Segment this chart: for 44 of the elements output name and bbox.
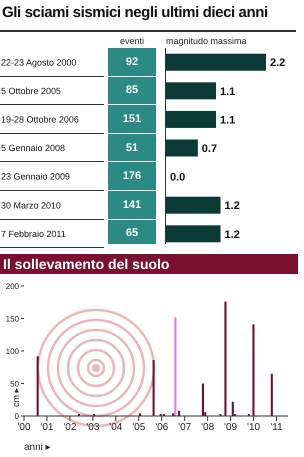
data-label: 176 bbox=[108, 162, 156, 191]
y-tick-label: 22-23 Agosto 2000 bbox=[1, 57, 76, 68]
series-label: magnitudo massima bbox=[166, 36, 247, 46]
x-tick-label: '08 bbox=[201, 422, 215, 434]
x-tick-label: '09 bbox=[224, 422, 238, 434]
x-tick-label: '00 bbox=[17, 422, 31, 434]
y-tick-label: 0 bbox=[14, 412, 20, 421]
y-tick-label: 100 bbox=[6, 346, 20, 356]
text: eventi bbox=[118, 36, 146, 46]
data-label: 92 bbox=[108, 48, 156, 77]
x-tick-label: '05 bbox=[132, 422, 146, 434]
data-label: 2.2 bbox=[270, 57, 286, 70]
data-label: 141 bbox=[108, 191, 156, 220]
data-label: 65 bbox=[124, 226, 140, 242]
x-tick-label: '06 bbox=[155, 422, 169, 434]
y-axis-title: cm ▸ bbox=[11, 388, 21, 407]
y-tick-label: 7 Febbraio 2011 bbox=[1, 228, 66, 239]
x-tick-label: '07 bbox=[178, 422, 192, 434]
y-tick-label: 30 Marzo 2010 bbox=[1, 200, 61, 210]
data-label: 1.1 bbox=[220, 114, 236, 126]
y-tick-label: 19-28 Ottobre 2006 bbox=[1, 114, 79, 124]
data-label: 1.1 bbox=[220, 86, 236, 98]
x-tick-label: '11 bbox=[270, 422, 284, 434]
data-label: 1.2 bbox=[224, 200, 240, 212]
x-tick-label: '04 bbox=[109, 422, 123, 434]
x-axis-title: anni ▸ bbox=[24, 442, 51, 453]
data-label: 51 bbox=[108, 134, 156, 162]
data-label: 0.7 bbox=[202, 143, 218, 156]
y-tick-label: 5 Gennaio 2008 bbox=[1, 143, 65, 154]
x-tick-label: '01 bbox=[40, 422, 54, 434]
y-tick-label: 200 bbox=[6, 282, 20, 291]
chart-title: Gli sciami sismici negli ultimi dieci anni bbox=[2, 4, 269, 21]
y-tick-label: 5 Ottobre 2005 bbox=[1, 86, 61, 96]
x-tick-label: '10 bbox=[247, 422, 261, 434]
x-tick-label: '03 bbox=[86, 422, 100, 434]
y-tick-label: 23 Gennaio 2009 bbox=[1, 172, 70, 182]
x-tick-label: '02 bbox=[63, 422, 77, 434]
data-label: 1.2 bbox=[224, 228, 240, 241]
data-label: 0.0 bbox=[170, 172, 186, 184]
y-tick-label: 50 bbox=[10, 379, 20, 388]
y-tick-label: 150 bbox=[6, 314, 20, 324]
data-label: 85 bbox=[108, 76, 156, 106]
chart-title: Il sollevamento del suolo bbox=[0, 254, 298, 274]
data-label: 151 bbox=[108, 105, 156, 134]
